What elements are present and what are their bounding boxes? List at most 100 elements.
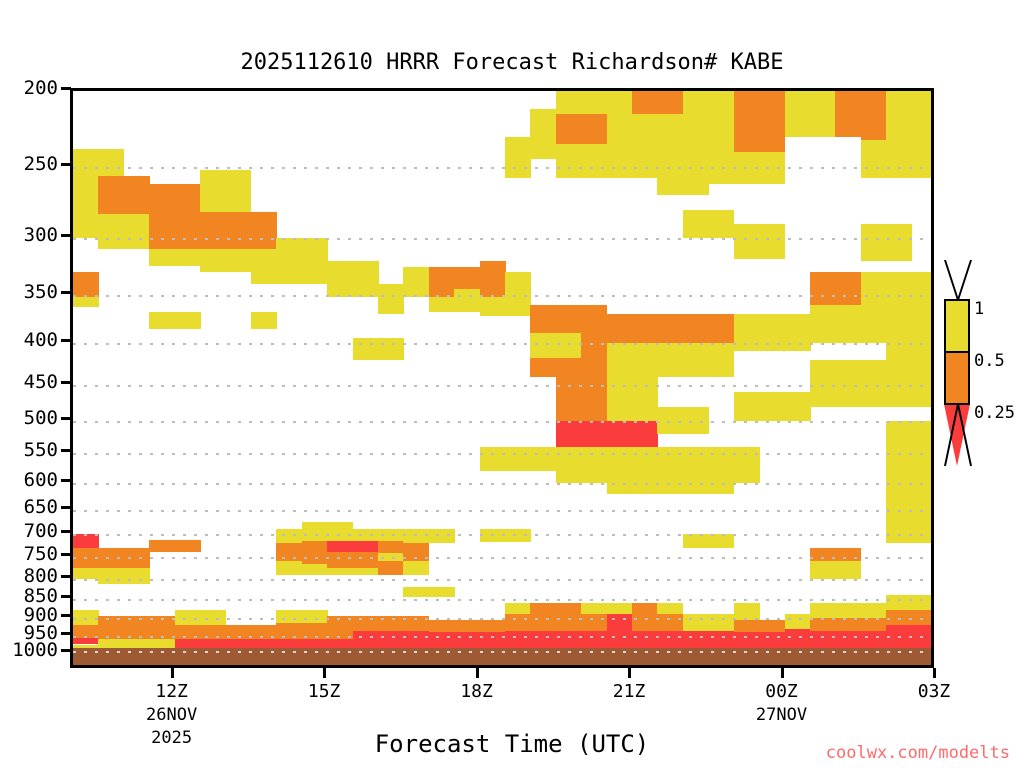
colorbar-tick-label: 0.25	[974, 403, 1015, 423]
heatmap-cell	[784, 628, 811, 648]
heatmap-cell	[428, 266, 455, 297]
heatmap-cell	[327, 552, 354, 568]
heatmap-cell	[733, 392, 760, 421]
heatmap-cell	[200, 249, 227, 273]
heatmap-cell	[98, 568, 125, 584]
colorbar: 1 0.5 0.25	[944, 260, 1015, 468]
heatmap-cell	[301, 522, 328, 541]
heatmap-cell	[327, 616, 354, 639]
heatmap-cell	[505, 272, 531, 317]
heatmap-cell	[200, 212, 227, 250]
heatmap-cell	[555, 630, 582, 648]
heatmap-cell	[555, 113, 582, 145]
heatmap-cell	[581, 602, 608, 615]
heatmap-cell	[733, 314, 760, 352]
heatmap-cell	[301, 623, 328, 639]
heatmap-cell	[809, 547, 836, 562]
heatmap-cell	[377, 529, 404, 541]
heatmap-cell	[632, 314, 659, 343]
heatmap-cell	[530, 333, 557, 359]
x-tick-sublabel-date: 26NOV	[146, 705, 198, 725]
heatmap-cell	[225, 638, 252, 648]
heatmap-cell	[733, 223, 760, 259]
heatmap-cell	[505, 529, 531, 543]
heatmap-cell	[886, 223, 913, 261]
heatmap-cell	[301, 563, 328, 575]
heatmap-cell	[733, 91, 760, 152]
heatmap-cell	[276, 561, 303, 575]
heatmap-cell	[327, 540, 354, 553]
y-tick-mark	[61, 575, 71, 578]
heatmap-cell	[327, 638, 354, 648]
heatmap-cell	[733, 619, 760, 633]
heatmap-cell	[276, 623, 303, 639]
y-tick-label: 250	[23, 153, 58, 175]
y-tick-mark	[61, 291, 71, 294]
heatmap-cell	[708, 446, 735, 494]
heatmap-cell	[784, 91, 811, 137]
y-tick-mark	[61, 614, 71, 617]
heatmap-cell	[479, 296, 506, 317]
heatmap-cell	[479, 446, 506, 471]
heatmap-cell	[581, 630, 608, 648]
heatmap-cell	[377, 338, 404, 360]
heatmap-cell	[860, 618, 887, 631]
heatmap-cell	[682, 209, 709, 238]
terrain-top-gridline	[73, 650, 931, 653]
heatmap-cell	[530, 358, 557, 377]
heatmap-cell	[809, 602, 836, 618]
heatmap-cell	[759, 632, 786, 648]
heatmap-cell	[327, 260, 354, 297]
heatmap-cell	[352, 568, 379, 575]
heatmap-cell	[708, 343, 735, 377]
heatmap-cell	[581, 446, 608, 483]
heatmap-cell	[352, 529, 379, 541]
heatmap-cell	[682, 133, 709, 196]
heatmap-cells	[73, 91, 931, 665]
heatmap-cell	[149, 312, 176, 329]
heatmap-cell	[428, 619, 455, 633]
heatmap-cell	[301, 610, 328, 624]
heatmap-cell	[377, 630, 404, 648]
heatmap-cell	[682, 406, 709, 434]
heatmap-cell	[581, 614, 608, 631]
heatmap-cell	[225, 249, 252, 273]
heatmap-cell	[632, 614, 659, 631]
y-tick-mark	[61, 553, 71, 556]
y-tick-label: 650	[23, 496, 58, 518]
heatmap-cell	[73, 534, 99, 548]
heatmap-cell	[886, 493, 913, 544]
colorbar-tick-rule	[944, 351, 970, 353]
heatmap-cell	[809, 630, 836, 648]
heatmap-cell	[276, 529, 303, 544]
heatmap-cell	[835, 91, 862, 137]
heatmap-cell	[708, 314, 735, 343]
x-axis-label: Forecast Time (UTC)	[374, 730, 650, 758]
heatmap-cell	[403, 587, 430, 597]
heatmap-cell	[860, 602, 887, 618]
heatmap-cell	[708, 614, 735, 631]
heatmap-cell	[632, 421, 659, 447]
heatmap-cell	[327, 568, 354, 575]
heatmap-cell	[123, 547, 150, 568]
y-tick-label: 1000	[12, 639, 58, 661]
heatmap-cell	[911, 359, 931, 407]
heatmap-cell	[479, 260, 506, 297]
heatmap-cell	[759, 223, 786, 259]
heatmap-cell	[657, 113, 684, 196]
heatmap-cell	[301, 638, 328, 648]
y-tick-mark	[61, 479, 71, 482]
y-tick-label: 700	[23, 520, 58, 542]
heatmap-cell	[886, 91, 913, 125]
y-tick-mark	[61, 381, 71, 384]
heatmap-cell	[352, 630, 379, 648]
heatmap-cell	[505, 630, 531, 648]
heatmap-cell	[530, 614, 557, 631]
y-tick-mark	[61, 339, 71, 342]
heatmap-cell	[581, 421, 608, 447]
colorbar-segment	[944, 300, 970, 352]
heatmap-cell	[200, 625, 227, 639]
heatmap-cell	[835, 359, 862, 407]
heatmap-cell	[454, 619, 481, 633]
